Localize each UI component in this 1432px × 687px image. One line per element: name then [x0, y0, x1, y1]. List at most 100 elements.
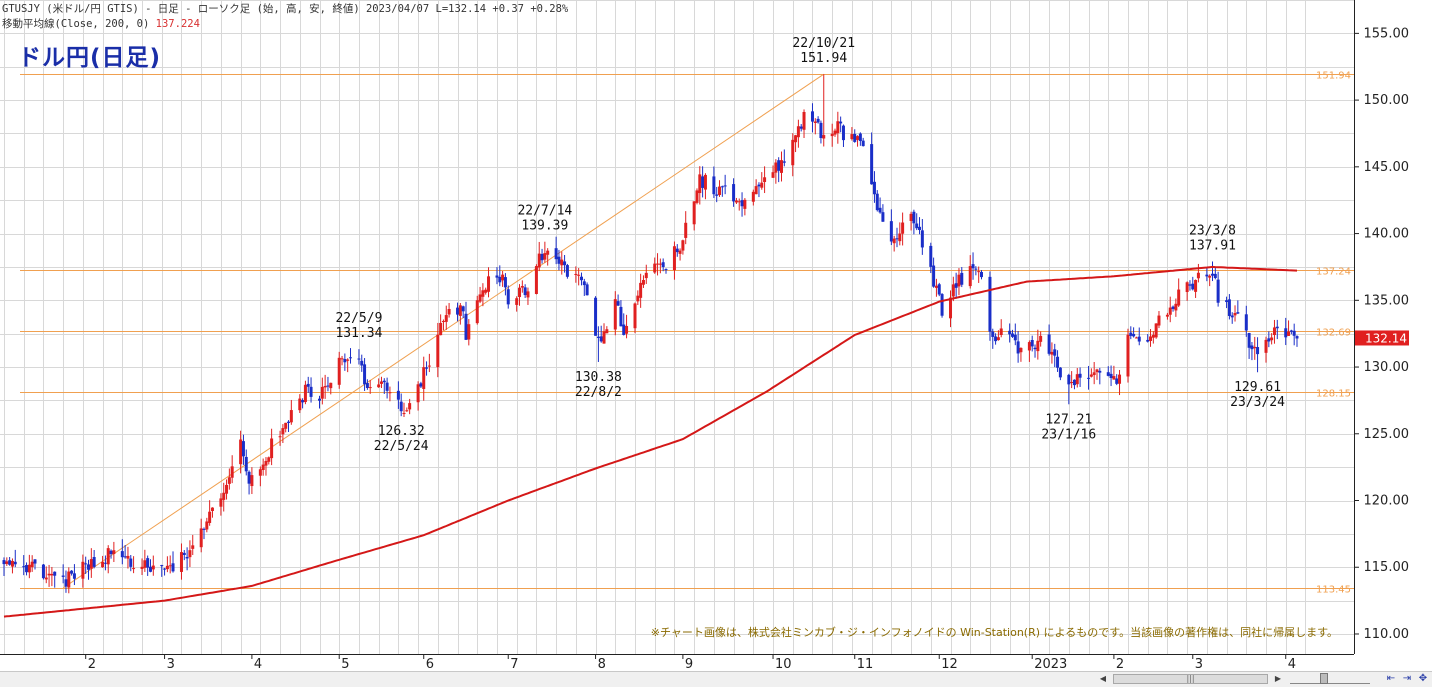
candle-body — [267, 457, 271, 462]
scroll-right-arrow[interactable]: ▶ — [1274, 674, 1282, 683]
candle-body — [1253, 346, 1257, 349]
candle-body — [388, 392, 392, 394]
zoom-slider[interactable] — [1290, 673, 1370, 684]
candle-body — [160, 565, 164, 567]
candle-body — [579, 276, 583, 281]
candle-body — [402, 413, 406, 415]
candle-body — [734, 200, 738, 203]
candle-body — [458, 305, 462, 316]
x-tick-label: 2 — [88, 657, 96, 672]
candle-body — [360, 360, 364, 366]
x-tick-label: 3 — [167, 657, 175, 672]
candle-body — [377, 384, 381, 388]
candle-body — [912, 211, 916, 224]
candle-body — [1168, 307, 1172, 315]
candle-body — [208, 511, 212, 523]
candle-body — [1149, 336, 1153, 341]
ma-value: 137.224 — [155, 18, 200, 30]
annotation-price: 130.38 — [575, 370, 622, 385]
candle-body — [1191, 283, 1195, 290]
candle-body — [399, 401, 403, 412]
candle-body — [475, 300, 479, 324]
candle-body — [5, 561, 9, 564]
candle-body — [30, 561, 34, 568]
candle-body — [830, 133, 834, 137]
candle-body — [1016, 341, 1020, 354]
y-tick-label: 150.00 — [1364, 93, 1410, 108]
candle-body — [822, 135, 826, 139]
candle-body — [988, 276, 992, 332]
annotation-price: 129.61 — [1234, 380, 1281, 395]
move-icon[interactable]: ✥ — [1418, 673, 1428, 684]
horizontal-scrollbar[interactable]: ◀ ||| ▶ ⇤ ⇥ ✥ — [0, 671, 1432, 687]
scroll-thumb[interactable]: ||| — [1113, 674, 1268, 684]
candle-body — [1078, 373, 1082, 378]
scroll-left-arrow[interactable]: ◀ — [1099, 674, 1107, 683]
level-label: 128.15 — [1316, 389, 1351, 400]
x-tick-label: 12 — [941, 657, 958, 672]
candle-body — [664, 269, 668, 271]
zoom-out-icon[interactable]: ⇤ — [1386, 673, 1396, 684]
candle-body — [165, 565, 169, 570]
candle-body — [622, 324, 626, 335]
candle-body — [720, 186, 724, 188]
candle-body — [70, 570, 74, 574]
candle-body — [326, 385, 330, 387]
candle-body — [951, 284, 955, 297]
y-tick-label: 125.00 — [1364, 427, 1410, 442]
candle-body — [422, 367, 426, 389]
zoom-in-icon[interactable]: ⇥ — [1402, 673, 1412, 684]
candle-body — [1030, 340, 1034, 347]
candle-body — [346, 359, 350, 361]
candle-body — [833, 130, 837, 135]
candle-body — [639, 282, 643, 298]
candle-body — [27, 564, 31, 573]
annotation-date: 22/7/14 — [517, 204, 572, 219]
candle-body — [1213, 273, 1217, 279]
candle-body — [918, 226, 922, 231]
candle-body — [306, 383, 310, 387]
candle-body — [281, 428, 285, 435]
candle-body — [467, 324, 471, 340]
candle-body — [684, 222, 688, 238]
candle-body — [44, 577, 48, 580]
candle-body — [289, 410, 293, 423]
candle-body — [819, 122, 823, 139]
candle-body — [881, 212, 885, 222]
candle-body — [92, 557, 96, 567]
candle-body — [878, 207, 882, 213]
level-label: 137.24 — [1316, 267, 1351, 278]
candle-body — [1289, 330, 1293, 332]
candle-body — [405, 410, 409, 412]
candle-body — [836, 121, 840, 134]
level-label: 151.94 — [1316, 71, 1351, 82]
candle-body — [309, 386, 313, 397]
candle-body — [53, 571, 57, 576]
candle-body — [743, 199, 747, 209]
candle-body — [171, 563, 175, 572]
candle-body — [934, 285, 938, 288]
candle-body — [577, 274, 581, 276]
candle-body — [757, 184, 761, 187]
annotation-date: 23/3/24 — [1230, 395, 1285, 410]
candle-body — [858, 133, 862, 142]
candle-body — [1165, 314, 1169, 317]
candle-body — [920, 230, 924, 248]
y-tick-label: 130.00 — [1364, 360, 1410, 375]
annotation-date: 23/3/8 — [1189, 223, 1236, 238]
candle-body — [774, 162, 778, 173]
candle-body — [537, 253, 541, 268]
candle-body — [1019, 347, 1023, 353]
candle-body — [284, 422, 288, 429]
candle-body — [740, 200, 744, 207]
candle-body — [416, 384, 420, 403]
candle-body — [602, 331, 606, 344]
candle-body — [340, 358, 344, 360]
candle-body — [41, 564, 45, 579]
zoom-knob[interactable] — [1320, 673, 1328, 684]
candle-body — [898, 233, 902, 242]
candle-body — [143, 560, 147, 568]
candle-body — [633, 303, 637, 329]
candle-body — [523, 287, 527, 296]
